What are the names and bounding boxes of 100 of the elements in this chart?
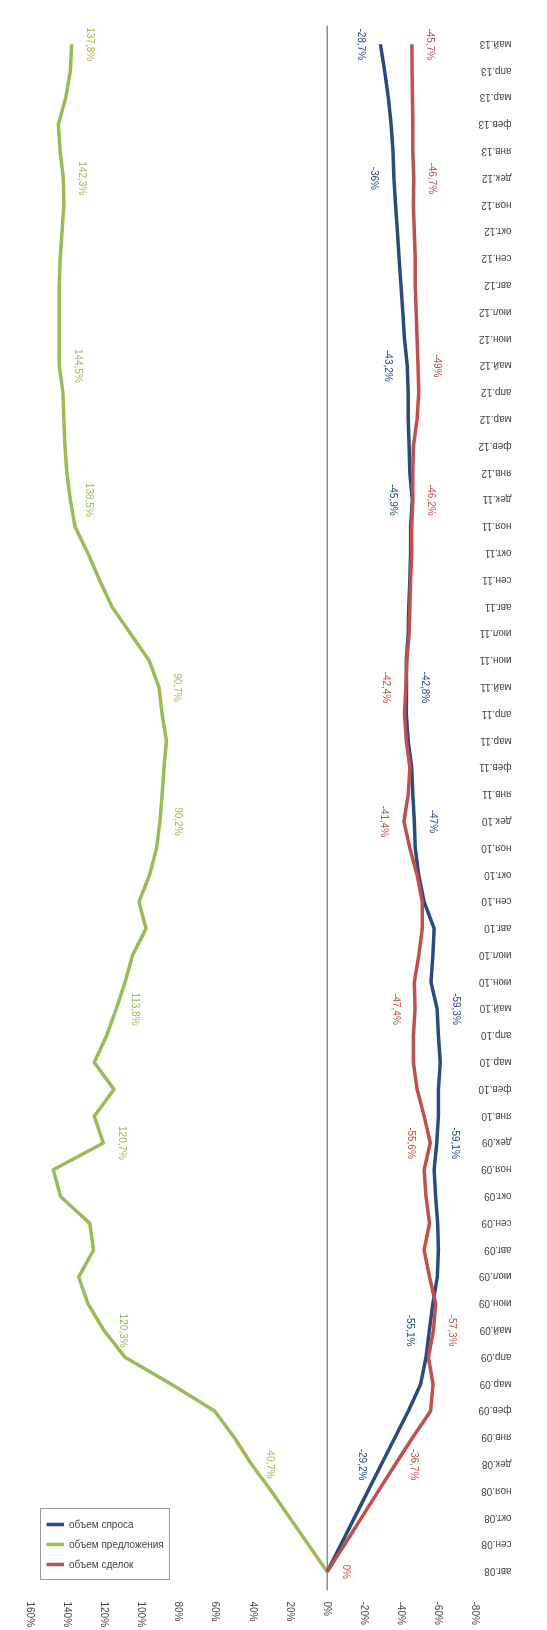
y-tick-label: окт.12 (483, 226, 512, 238)
x-tick-label: 140% (62, 1601, 74, 1628)
y-tick-label: дек.12 (481, 172, 512, 184)
data-label: -42,8% (420, 671, 432, 704)
y-tick-label: июл.09 (478, 1271, 512, 1283)
y-tick-label: янв.11 (481, 789, 512, 801)
y-tick-label: ноя.12 (480, 199, 512, 211)
y-tick-label: апр.12 (480, 387, 512, 399)
y-tick-label: июл.12 (478, 306, 512, 318)
y-tick-label: авг.08 (483, 1566, 512, 1578)
y-tick-label: фев.12 (478, 440, 512, 452)
x-tick-label: 160% (25, 1601, 36, 1628)
y-tick-label: авг.12 (483, 279, 512, 291)
y-tick-label: май.12 (479, 360, 512, 372)
data-label: -57,3% (446, 1314, 458, 1347)
y-tick-label: мар.12 (479, 413, 512, 425)
y-tick-label: фев.09 (478, 1405, 512, 1417)
data-label: -43,2% (382, 349, 394, 382)
y-tick-label: сен.10 (481, 896, 512, 908)
data-label: 120,7% (116, 1126, 128, 1161)
data-label: -55,6% (405, 1127, 417, 1159)
y-tick-label: окт.10 (483, 869, 512, 881)
data-label: -29,2% (356, 1448, 368, 1481)
x-tick-label: 80% (173, 1601, 185, 1622)
x-tick-label: 120% (99, 1601, 111, 1628)
data-label: 113,8% (129, 992, 141, 1026)
y-tick-label: сен.12 (481, 253, 512, 265)
data-label: -55,1% (404, 1314, 416, 1347)
y-tick-label: авг.10 (483, 923, 512, 935)
y-tick-label: ноя.10 (480, 842, 512, 854)
y-tick-label: сен.09 (481, 1217, 512, 1229)
x-tick-label: 20% (284, 1601, 296, 1622)
y-tick-label: авг.11 (484, 601, 512, 613)
y-tick-label: ноя.09 (480, 1164, 512, 1176)
y-tick-label: сен.11 (481, 574, 512, 586)
y-tick-label: июн.12 (478, 333, 512, 345)
y-tick-label: май.13 (479, 38, 512, 50)
x-tick-label: -40% (395, 1601, 407, 1625)
data-label: -45,7% (425, 28, 437, 61)
data-label: 0% (340, 1564, 352, 1580)
data-label: -46,2% (426, 483, 438, 516)
y-tick-label: фев.11 (478, 762, 512, 774)
data-label: -49% (431, 354, 443, 378)
y-tick-label: окт.11 (484, 547, 512, 559)
y-tick-label: апр.09 (480, 1351, 512, 1363)
y-tick-label: май.09 (479, 1325, 512, 1337)
data-label: 144,5% (72, 348, 84, 383)
x-tick-label: 60% (210, 1601, 222, 1622)
y-tick-label: июл.10 (478, 949, 512, 961)
y-tick-label: мар.11 (479, 735, 512, 747)
legend-label: объем предложения (69, 1538, 164, 1550)
data-label: -59,3% (450, 993, 462, 1025)
x-tick-label: -20% (358, 1601, 370, 1625)
y-tick-label: ноя.11 (481, 521, 512, 533)
data-label: 137,8% (85, 27, 97, 62)
y-tick-label: мар.10 (479, 1057, 512, 1069)
y-tick-label: янв.09 (480, 1432, 512, 1444)
data-label: -28,7% (355, 28, 367, 61)
y-tick-label: июн.09 (478, 1298, 512, 1310)
y-tick-label: май.11 (479, 681, 512, 693)
y-tick-label: дек.10 (481, 815, 512, 827)
x-tick-label: 0% (321, 1601, 333, 1617)
data-label: 120,3% (117, 1313, 129, 1348)
data-label: 142,3% (76, 161, 88, 196)
y-tick-label: мар.09 (479, 1378, 512, 1390)
data-label: 90,7% (172, 673, 184, 702)
data-label: -45,9% (387, 483, 399, 516)
data-label: 40,7% (265, 1450, 277, 1479)
y-tick-label: янв.13 (480, 145, 512, 157)
x-tick-label: 100% (136, 1601, 148, 1628)
y-tick-label: дек.08 (481, 1459, 512, 1471)
y-tick-label: май.10 (479, 1003, 512, 1015)
y-tick-label: фев.13 (478, 119, 512, 131)
y-tick-label: сен.08 (481, 1539, 512, 1551)
y-tick-label: окт.08 (483, 1512, 512, 1524)
data-label: -42,4% (381, 671, 393, 704)
y-tick-label: янв.10 (480, 1110, 512, 1122)
x-tick-label: -80% (470, 1601, 481, 1625)
x-tick-label: 40% (247, 1601, 259, 1622)
y-tick-label: янв.12 (480, 467, 512, 479)
y-tick-label: мар.13 (479, 92, 512, 104)
y-tick-label: апр.13 (480, 65, 512, 77)
data-label: -46,7% (427, 162, 439, 195)
data-label: -47,4% (390, 993, 402, 1025)
y-tick-label: фев.10 (478, 1083, 512, 1095)
y-tick-label: дек.11 (482, 494, 512, 506)
y-tick-label: апр.10 (480, 1030, 512, 1042)
data-label: -41,4% (379, 805, 391, 838)
data-label: -36% (369, 166, 381, 191)
legend-label: объем сделок (69, 1558, 134, 1570)
data-label: -47% (427, 809, 439, 834)
legend-label: объем спроса (69, 1518, 134, 1530)
y-tick-label: июн.10 (478, 976, 512, 988)
data-label: 138,5% (83, 482, 95, 517)
y-tick-label: окт.09 (483, 1191, 512, 1203)
x-tick-label: -60% (432, 1601, 444, 1625)
y-tick-label: июл.11 (479, 628, 512, 640)
data-label: -36,7% (408, 1448, 420, 1481)
y-tick-label: июн.11 (479, 655, 512, 667)
y-tick-label: ноя.08 (480, 1485, 512, 1497)
